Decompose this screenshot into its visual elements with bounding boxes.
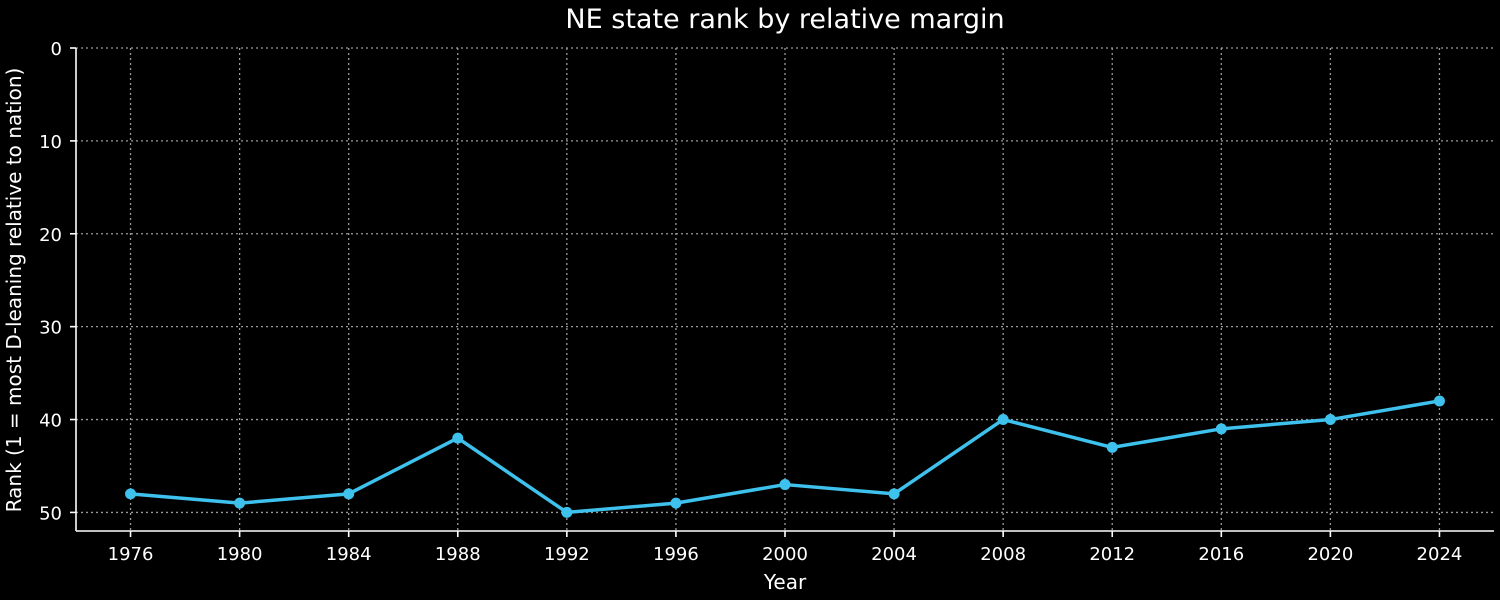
data-point (1215, 423, 1227, 435)
x-tick-label: 2004 (871, 544, 917, 565)
data-point (779, 479, 791, 491)
series-line (128, 399, 1442, 515)
x-tick-label: 1992 (544, 544, 590, 565)
y-tick-label: 0 (51, 39, 62, 60)
data-point (888, 488, 900, 500)
data-point (125, 488, 137, 500)
x-tick-label: 1984 (326, 544, 372, 565)
x-tick-label: 2016 (1198, 544, 1244, 565)
y-tick-label: 20 (39, 225, 62, 246)
x-tick-label: 1996 (653, 544, 699, 565)
y-tick-label: 50 (39, 503, 62, 524)
data-point (1324, 414, 1336, 426)
data-point (343, 488, 355, 500)
data-point (561, 506, 573, 518)
data-point (452, 432, 464, 444)
x-tick-label: 1988 (435, 544, 481, 565)
y-tick-label: 40 (39, 411, 62, 432)
data-point (1433, 395, 1445, 407)
x-tick-label: 1980 (217, 544, 263, 565)
data-point (670, 497, 682, 509)
data-point (997, 414, 1009, 426)
y-axis-label: Rank (1 = most D-leaning relative to nat… (2, 68, 26, 513)
x-tick-label: 2000 (762, 544, 808, 565)
y-tick-label: 10 (39, 132, 62, 153)
x-tick-label: 2012 (1089, 544, 1135, 565)
data-point (234, 497, 246, 509)
grid (76, 47, 1494, 531)
data-point (1106, 441, 1118, 453)
x-axis-label: Year (763, 570, 807, 594)
x-tick-label: 1976 (108, 544, 154, 565)
series (125, 395, 1445, 518)
chart-title: NE state rank by relative margin (565, 4, 1004, 35)
x-tick-label: 2020 (1307, 544, 1353, 565)
ticks: 1976 1980 1984 1988 1992 1996 2000 2004 2008 2012… (39, 39, 1462, 565)
y-tick-label: 30 (39, 318, 62, 339)
x-tick-label: 2008 (980, 544, 1026, 565)
x-tick-label: 2024 (1417, 544, 1463, 565)
